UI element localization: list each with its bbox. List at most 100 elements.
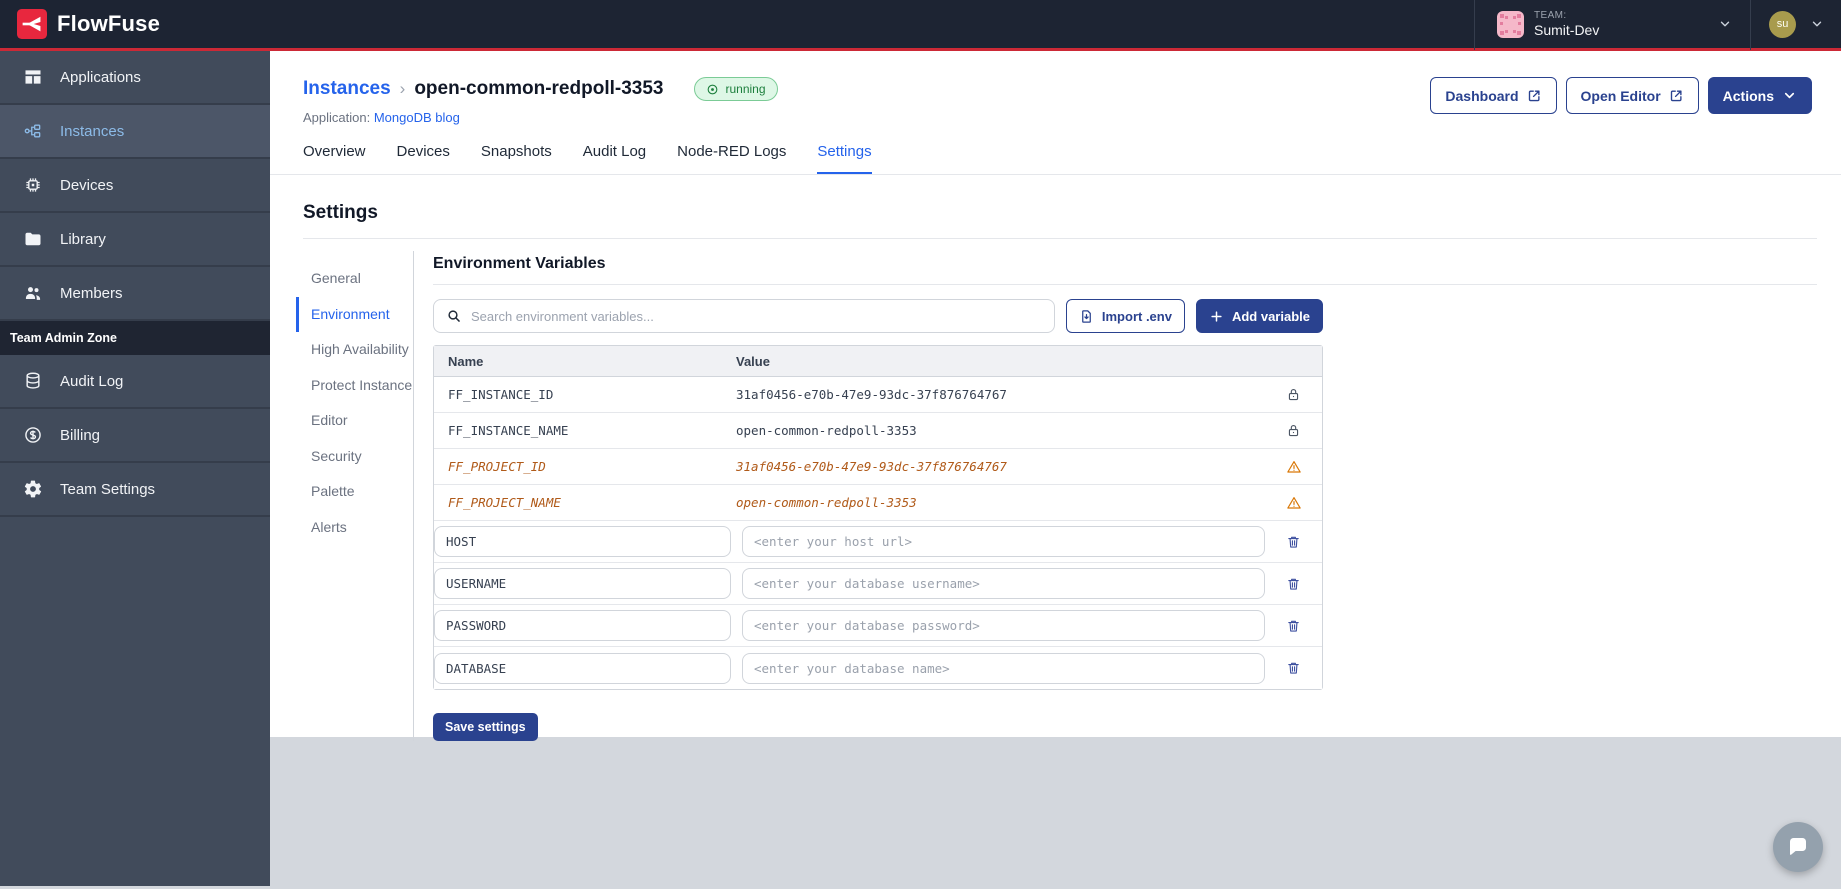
delete-variable-button[interactable] — [1284, 574, 1303, 594]
page-title-instance-name: open-common-redpoll-3353 — [414, 78, 664, 99]
env-var-name: FF_INSTANCE_ID — [448, 387, 554, 402]
breadcrumb: Instances › open-common-redpoll-3353 run… — [303, 77, 778, 101]
gear-icon — [24, 480, 42, 498]
external-link-icon — [1670, 90, 1682, 102]
subnav-alerts[interactable]: Alerts — [311, 518, 347, 535]
env-variables-table: Name Value FF_INSTANCE_ID 31af0456-e70b-4… — [433, 345, 1323, 690]
subnav-environment[interactable]: Environment — [296, 296, 413, 332]
env-name-input[interactable] — [434, 652, 731, 684]
lock-icon — [1288, 388, 1299, 401]
env-var-value: 31af0456-e70b-47e9-93dc-37f876764767 — [736, 459, 1007, 474]
running-icon — [708, 84, 718, 94]
delete-variable-button[interactable] — [1284, 616, 1303, 636]
env-var-name: FF_INSTANCE_NAME — [448, 423, 569, 438]
status-badge: running — [694, 77, 778, 101]
chat-widget-button[interactable] — [1773, 822, 1823, 872]
env-var-row — [434, 521, 1322, 563]
import-env-button[interactable]: Import .env — [1065, 299, 1185, 333]
env-value-input[interactable] — [742, 526, 1265, 557]
sidebar-item-billing[interactable]: Billing — [0, 409, 270, 463]
env-value-input[interactable] — [742, 610, 1265, 641]
panel-title: Environment Variables — [433, 255, 1817, 285]
env-var-name: FF_PROJECT_NAME — [448, 495, 561, 510]
subnav-high-availability[interactable]: High Availability — [311, 341, 409, 357]
subnav-divider — [413, 251, 414, 741]
env-name-input[interactable] — [434, 526, 731, 557]
dashboard-button[interactable]: Dashboard — [1430, 77, 1557, 114]
chevron-down-icon — [1784, 92, 1795, 99]
warning-icon — [1286, 496, 1301, 509]
tab-node-red-logs[interactable]: Node-RED Logs — [677, 143, 787, 160]
breadcrumb-instances-link[interactable]: Instances — [303, 78, 391, 99]
sidebar-item-team-settings[interactable]: Team Settings — [0, 463, 270, 517]
trash-icon — [1288, 536, 1299, 548]
audit-log-icon — [26, 372, 40, 389]
page-background — [270, 737, 1841, 886]
search-box — [433, 299, 1055, 333]
search-input[interactable] — [471, 308, 1042, 324]
sidebar: Applications Instances Devices Library M… — [0, 51, 270, 886]
chevron-down-icon — [1812, 21, 1822, 27]
env-var-value: open-common-redpoll-3353 — [736, 495, 917, 510]
sidebar-item-members[interactable]: Members — [0, 267, 270, 321]
trash-icon — [1288, 578, 1299, 590]
env-name-input[interactable] — [434, 610, 731, 641]
env-var-row: FF_INSTANCE_NAME open-common-redpoll-3353 — [434, 413, 1322, 449]
billing-icon — [25, 427, 41, 443]
instances-icon — [24, 124, 41, 138]
team-name: Sumit-Dev — [1534, 21, 1600, 38]
subnav-palette[interactable]: Palette — [311, 483, 355, 499]
devices-icon — [26, 178, 40, 192]
warning-icon — [1286, 460, 1301, 473]
env-var-row: FF_PROJECT_ID 31af0456-e70b-47e9-93dc-37f… — [434, 449, 1322, 485]
env-value-input[interactable] — [742, 652, 1265, 684]
env-var-row: FF_INSTANCE_ID 31af0456-e70b-47e9-93dc-37… — [434, 377, 1322, 413]
trash-icon — [1288, 662, 1299, 674]
sidebar-item-instances[interactable]: Instances — [0, 105, 270, 159]
env-var-row — [434, 647, 1322, 689]
topbar: FlowFuse TEAM: Sumit-Dev — [0, 0, 1841, 51]
sidebar-item-devices[interactable]: Devices — [0, 159, 270, 213]
team-avatar — [1497, 10, 1524, 38]
members-icon — [25, 287, 41, 300]
delete-variable-button[interactable] — [1284, 658, 1303, 678]
subnav-general[interactable]: General — [311, 270, 361, 286]
settings-heading: Settings — [303, 202, 378, 223]
instance-tabs: Overview Devices Snapshots Audit Log Nod… — [270, 125, 1841, 175]
save-settings-button[interactable]: Save settings — [433, 713, 538, 741]
sidebar-item-applications[interactable]: Applications — [0, 51, 270, 105]
tab-settings[interactable]: Settings — [817, 143, 872, 174]
import-env-icon — [1082, 309, 1091, 323]
brand-name: FlowFuse — [57, 11, 161, 36]
trash-icon — [1288, 620, 1299, 632]
tab-audit-log[interactable]: Audit Log — [582, 143, 647, 160]
brand: FlowFuse — [0, 9, 160, 39]
tab-snapshots[interactable]: Snapshots — [480, 143, 552, 160]
subnav-editor[interactable]: Editor — [311, 412, 348, 428]
main-content: Instances › open-common-redpoll-3353 run… — [270, 51, 1841, 886]
subnav-protect-instance[interactable]: Protect Instance — [311, 376, 413, 393]
delete-variable-button[interactable] — [1284, 532, 1303, 552]
sidebar-item-library[interactable]: Library — [0, 213, 270, 267]
tab-overview[interactable]: Overview — [303, 143, 366, 160]
flowfuse-logo-icon — [17, 9, 47, 39]
tab-devices[interactable]: Devices — [396, 143, 450, 160]
env-name-input[interactable] — [434, 568, 731, 599]
env-value-input[interactable] — [742, 568, 1265, 599]
team-selector[interactable]: TEAM: Sumit-Dev — [1474, 0, 1750, 50]
user-menu[interactable]: su — [1750, 0, 1841, 50]
search-icon — [448, 310, 460, 322]
subnav-security[interactable]: Security — [311, 447, 362, 464]
breadcrumb-separator: › — [399, 79, 406, 98]
chat-icon — [1789, 838, 1806, 855]
env-var-row — [434, 563, 1322, 605]
application-link[interactable]: MongoDB blog — [373, 110, 460, 125]
open-editor-button[interactable]: Open Editor — [1565, 77, 1699, 114]
actions-button[interactable]: Actions — [1707, 77, 1812, 114]
env-var-value: open-common-redpoll-3353 — [736, 423, 917, 438]
env-var-row — [434, 605, 1322, 647]
add-variable-button[interactable]: Add variable — [1195, 299, 1323, 333]
settings-subnav: General Environment High Availability Pr… — [296, 251, 413, 741]
sidebar-item-audit-log[interactable]: Audit Log — [0, 355, 270, 409]
column-header-value: Value — [736, 353, 770, 369]
